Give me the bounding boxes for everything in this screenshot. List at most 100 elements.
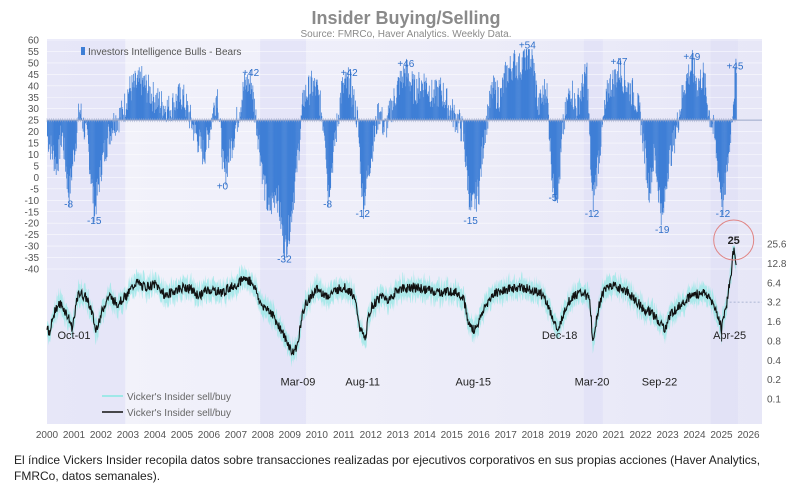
bar-53	[74, 120, 76, 155]
bar-82	[89, 120, 91, 170]
bar-1256	[698, 87, 700, 121]
bar-1132	[634, 110, 636, 121]
bar-777	[450, 105, 451, 121]
bar-1120	[628, 83, 629, 121]
bar-value-label-5: -8	[323, 200, 332, 211]
left-tick-label-20: -40	[25, 265, 40, 276]
bar-1145	[641, 120, 642, 126]
bar-158	[128, 88, 130, 121]
bar-796	[460, 120, 461, 129]
bar-891	[509, 67, 511, 121]
bar-1245	[692, 73, 694, 121]
bar-746	[434, 103, 435, 121]
bar-184	[142, 77, 144, 121]
bar-1215	[677, 120, 679, 128]
bar-1201	[670, 120, 671, 146]
bar-1248	[694, 75, 696, 121]
bar-343	[224, 120, 226, 159]
bar-699	[409, 91, 411, 121]
bar-1123	[629, 94, 631, 121]
bar-784	[453, 104, 455, 121]
bar-618	[367, 120, 369, 166]
bar-1180	[659, 120, 661, 191]
bar-466	[288, 120, 290, 245]
bar-1179	[658, 120, 660, 188]
bar-118	[108, 120, 109, 125]
bar-11	[52, 120, 54, 146]
bar-895	[511, 79, 513, 121]
bar-1195	[667, 120, 668, 174]
bar-407	[258, 120, 259, 140]
bar-358	[232, 120, 234, 151]
bar-1196	[667, 120, 669, 182]
bar-626	[371, 120, 373, 146]
bar-1053	[593, 120, 595, 185]
bar-1077	[605, 88, 607, 121]
bar-1098	[616, 82, 618, 121]
bar-712	[416, 78, 418, 121]
bar-395	[251, 99, 253, 121]
bar-748	[435, 96, 436, 121]
bar-266	[185, 109, 186, 121]
bar-1075	[604, 108, 606, 121]
bar-604	[360, 120, 362, 162]
bar-439	[274, 120, 276, 195]
bar-838	[481, 120, 483, 165]
bar-760	[441, 90, 443, 121]
bar-743	[432, 107, 434, 121]
bar-521	[317, 85, 319, 121]
bar-556	[335, 120, 337, 131]
bar-199	[150, 103, 151, 121]
bar-200	[150, 103, 152, 121]
callout-label: 25	[728, 235, 740, 247]
bar-1030	[581, 82, 583, 121]
bar-449	[279, 120, 281, 203]
bar-1102	[618, 80, 620, 121]
bar-1184	[661, 120, 663, 204]
bar-1090	[612, 70, 614, 121]
bar-684	[401, 76, 403, 121]
bar-1073	[603, 115, 605, 121]
bar-268	[186, 93, 187, 121]
bar-1171	[654, 120, 656, 161]
bar-327	[216, 107, 218, 121]
bar-802	[463, 120, 464, 142]
bar-406	[257, 120, 259, 150]
bar-1149	[643, 120, 644, 134]
bar-1194	[666, 120, 668, 189]
bar-1208	[673, 120, 675, 126]
bar-603	[359, 120, 361, 174]
bar-994	[562, 114, 564, 121]
bar-221	[161, 101, 163, 121]
bar-153	[126, 103, 128, 121]
left-tick-label-9: 15	[28, 139, 40, 150]
callout-circle	[713, 219, 755, 261]
bar-848	[487, 104, 488, 121]
bar-786	[454, 120, 456, 133]
bar-991	[561, 120, 562, 140]
bar-605	[360, 120, 362, 189]
bar-96	[96, 120, 98, 196]
bar-1001	[566, 114, 568, 121]
bar-914	[521, 79, 522, 121]
bar-384	[246, 85, 247, 121]
bar-516	[314, 86, 316, 121]
bar-1212	[675, 120, 677, 126]
bar-824	[474, 120, 476, 210]
bar-391	[249, 70, 251, 121]
bar-1117	[626, 87, 628, 121]
bar-318	[212, 113, 213, 121]
bar-98	[97, 120, 99, 185]
bar-589	[352, 104, 354, 121]
bar-203	[152, 111, 154, 121]
bar-1129	[632, 104, 634, 121]
bar-927	[527, 49, 529, 121]
bar-943	[536, 84, 538, 121]
bar-244	[173, 102, 175, 121]
bar-999	[565, 115, 567, 121]
bar-708	[414, 74, 416, 121]
bar-806	[465, 120, 466, 168]
bar-606	[361, 120, 363, 198]
bar-325	[215, 97, 217, 121]
bar-108	[103, 120, 104, 152]
